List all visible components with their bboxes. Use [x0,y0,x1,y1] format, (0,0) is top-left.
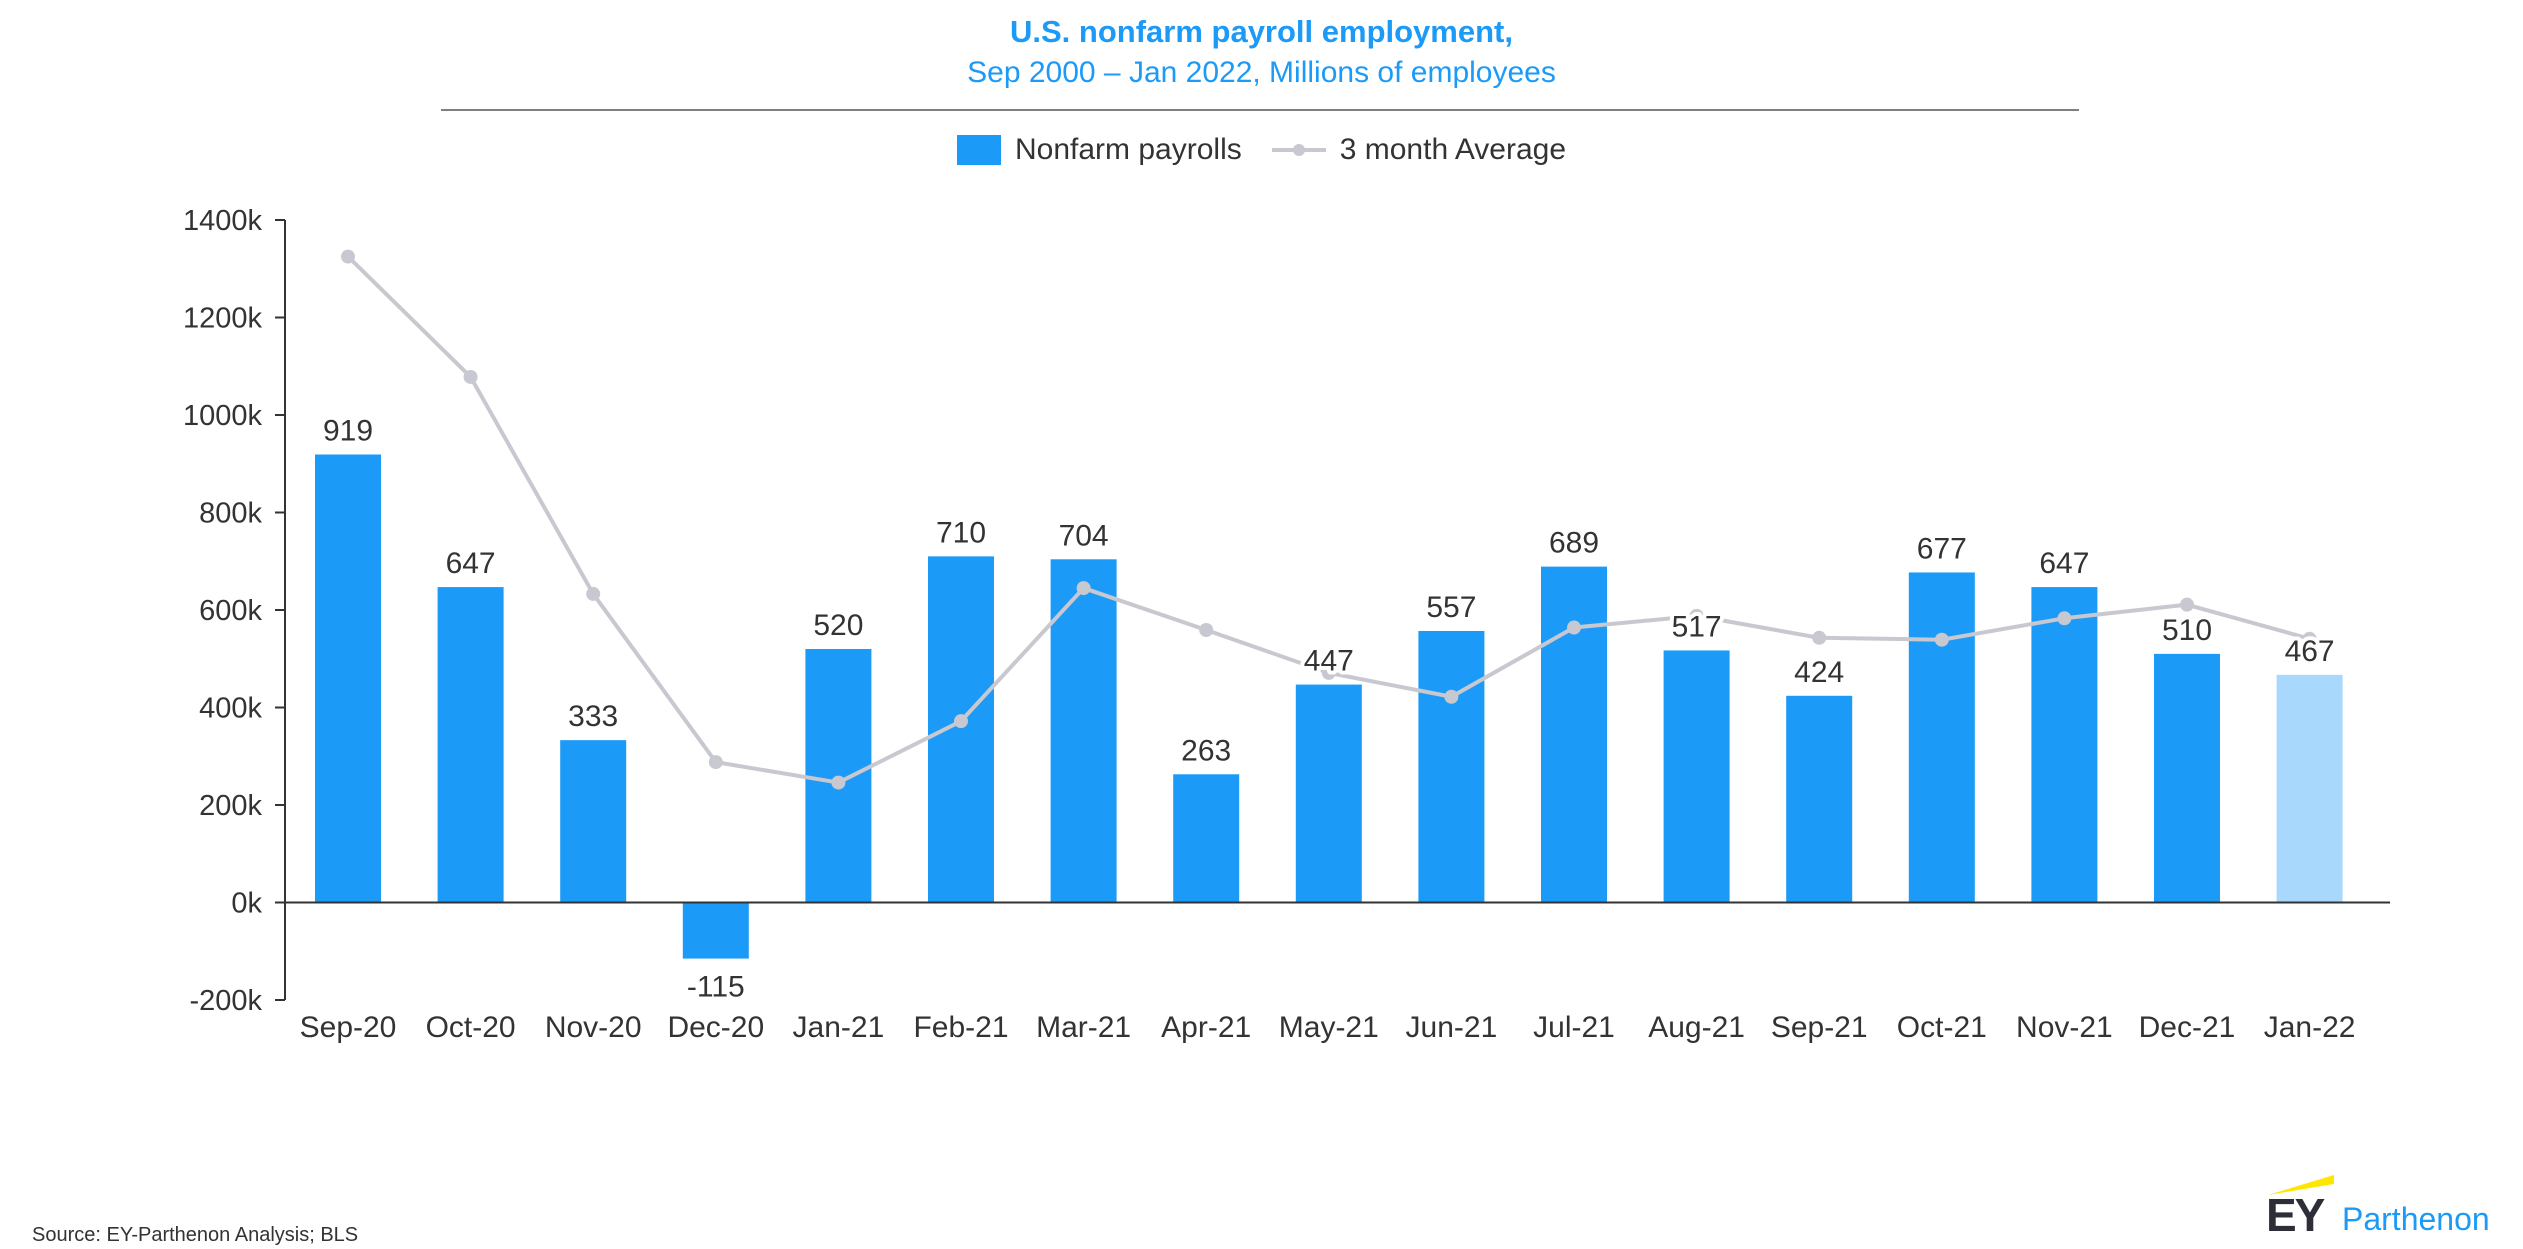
average-point-May-21 [1321,665,1336,680]
average-point-Dec-20 [708,755,723,770]
data-label-Sep-21: 424 [1794,656,1844,689]
data-label-Dec-21: 510 [2162,614,2212,647]
bar-Sep-21 [1786,695,1853,903]
logo-parthenon: Parthenon [2342,1201,2490,1237]
bar-Jan-22 [2276,674,2343,903]
bar-Feb-21 [928,556,994,903]
data-label-Feb-21: 710 [936,516,986,549]
y-tick-label: 1200k [183,303,263,335]
bar-Dec-21 [2154,653,2220,903]
legend-item-3-month-average: 3 month Average [1270,133,1566,167]
x-tick-label: Sep-21 [1771,1011,1868,1044]
chart-subtitle: Sep 2000 – Jan 2022, Millions of employe… [967,56,1556,89]
source-note: Source: EY-Parthenon Analysis; BLS [32,1224,359,1246]
data-label-Apr-21: 263 [1181,734,1231,767]
data-label-Sep-20: 919 [323,414,373,447]
legend-label-nonfarm-payrolls: Nonfarm payrolls [1014,133,1242,166]
average-point-Dec-21 [2180,597,2194,612]
y-tick-label: 1400k [183,205,263,237]
average-point-Oct-21 [1934,632,1949,647]
bar-Oct-20 [437,587,504,903]
bar-Apr-21 [1173,774,1240,903]
legend: Nonfarm payrolls 3 month Average [0,133,2523,167]
y-axis: 1400k 1200k 1000k 800k 600k 400k 200k 0k -200k [183,205,286,1017]
bar-Nov-20 [560,740,627,903]
average-point-Oct-20 [463,369,478,384]
average-point-Mar-21 [1076,581,1091,596]
x-tick-label: Feb-21 [913,1011,1008,1044]
x-tick-label: Jan-22 [2264,1011,2356,1044]
bar-Oct-21 [1908,572,1975,903]
data-label-Jun-21: 557 [1426,591,1476,624]
y-tick-label: -200k [189,985,262,1017]
ey-parthenon-logo: EY Parthenon [2266,1175,2498,1241]
x-tick-label: Mar-21 [1036,1011,1131,1044]
x-tick-label: Dec-21 [2139,1011,2236,1044]
bar-series [315,454,2343,959]
bar-Sep-20 [315,454,381,903]
legend-label-3-month-average: 3 month Average [1339,133,1567,166]
average-point-Sep-21 [1812,630,1827,645]
bar-Dec-20 [682,902,749,959]
data-label-Jul-21: 689 [1549,527,1599,560]
y-tick-label: 0k [231,888,262,920]
data-label-May-21: 447 [1304,645,1354,678]
y-tick-label: 200k [199,790,262,822]
average-point-Feb-21 [954,714,968,729]
bar-Nov-21 [2031,587,2098,903]
bar-May-21 [1295,684,1362,903]
bar-Jun-21 [1418,630,1485,903]
data-label-Oct-21: 677 [1917,532,1967,565]
bar-data-labels: 919 647 333 -115 520 710 704 263 447 557 689 517 424… [319,410,2339,1007]
title-divider [441,109,2079,111]
average-point-Jan-22 [2302,631,2317,646]
x-axis: Sep-20 Oct-20 Nov-20 Dec-20 Jan-21 Feb-21 Mar-… [300,1011,2356,1044]
x-tick-label: Aug-21 [1648,1011,1745,1044]
data-label-Aug-21: 517 [1672,610,1722,643]
data-label-Oct-20: 647 [446,547,496,580]
average-line-series [341,249,2317,790]
average-point-Nov-20 [586,586,601,601]
data-label-Jan-21: 520 [813,609,863,642]
y-tick-label: 600k [199,595,262,627]
x-tick-label: Apr-21 [1161,1011,1251,1044]
x-tick-label: May-21 [1279,1011,1379,1044]
y-tick-label: 1000k [183,400,263,432]
average-point-Jun-21 [1444,689,1459,704]
legend-swatch-line [1271,144,1326,156]
average-point-Nov-21 [2057,611,2072,626]
bar-Jul-21 [1541,566,1607,903]
y-tick-label: 400k [199,693,262,725]
x-tick-label: Sep-20 [300,1011,397,1044]
logo-yellow-slash [2268,1175,2334,1195]
data-label-Dec-20: -115 [687,971,745,1004]
legend-item-nonfarm-payrolls: Nonfarm payrolls [956,133,1242,167]
y-tick-label: 800k [199,498,262,530]
logo-ey: EY [2266,1189,2325,1241]
x-tick-label: Dec-20 [667,1011,764,1044]
chart-title: U.S. nonfarm payroll employment, [1010,14,1513,49]
bar-Mar-21 [1050,559,1117,903]
x-tick-label: Jun-21 [1406,1011,1498,1044]
average-point-Sep-20 [341,249,355,264]
x-tick-label: Oct-21 [1897,1011,1987,1044]
average-point-Jan-21 [831,775,846,790]
bar-Aug-21 [1663,650,1730,903]
data-label-Nov-21: 647 [2039,547,2089,580]
average-point-Apr-21 [1199,622,1214,637]
data-label-Nov-20: 333 [568,700,618,733]
average-point-Jul-21 [1567,620,1581,635]
data-label-Jan-22: 467 [2285,635,2335,668]
x-tick-label: Jul-21 [1533,1011,1615,1044]
average-point-Aug-21 [1689,608,1704,623]
legend-swatch-bar [956,135,1001,165]
data-label-Mar-21: 704 [1059,519,1109,552]
x-tick-label: Oct-20 [426,1011,516,1044]
x-tick-label: Nov-21 [2016,1011,2113,1044]
x-tick-label: Jan-21 [793,1011,885,1044]
x-tick-label: Nov-20 [545,1011,642,1044]
